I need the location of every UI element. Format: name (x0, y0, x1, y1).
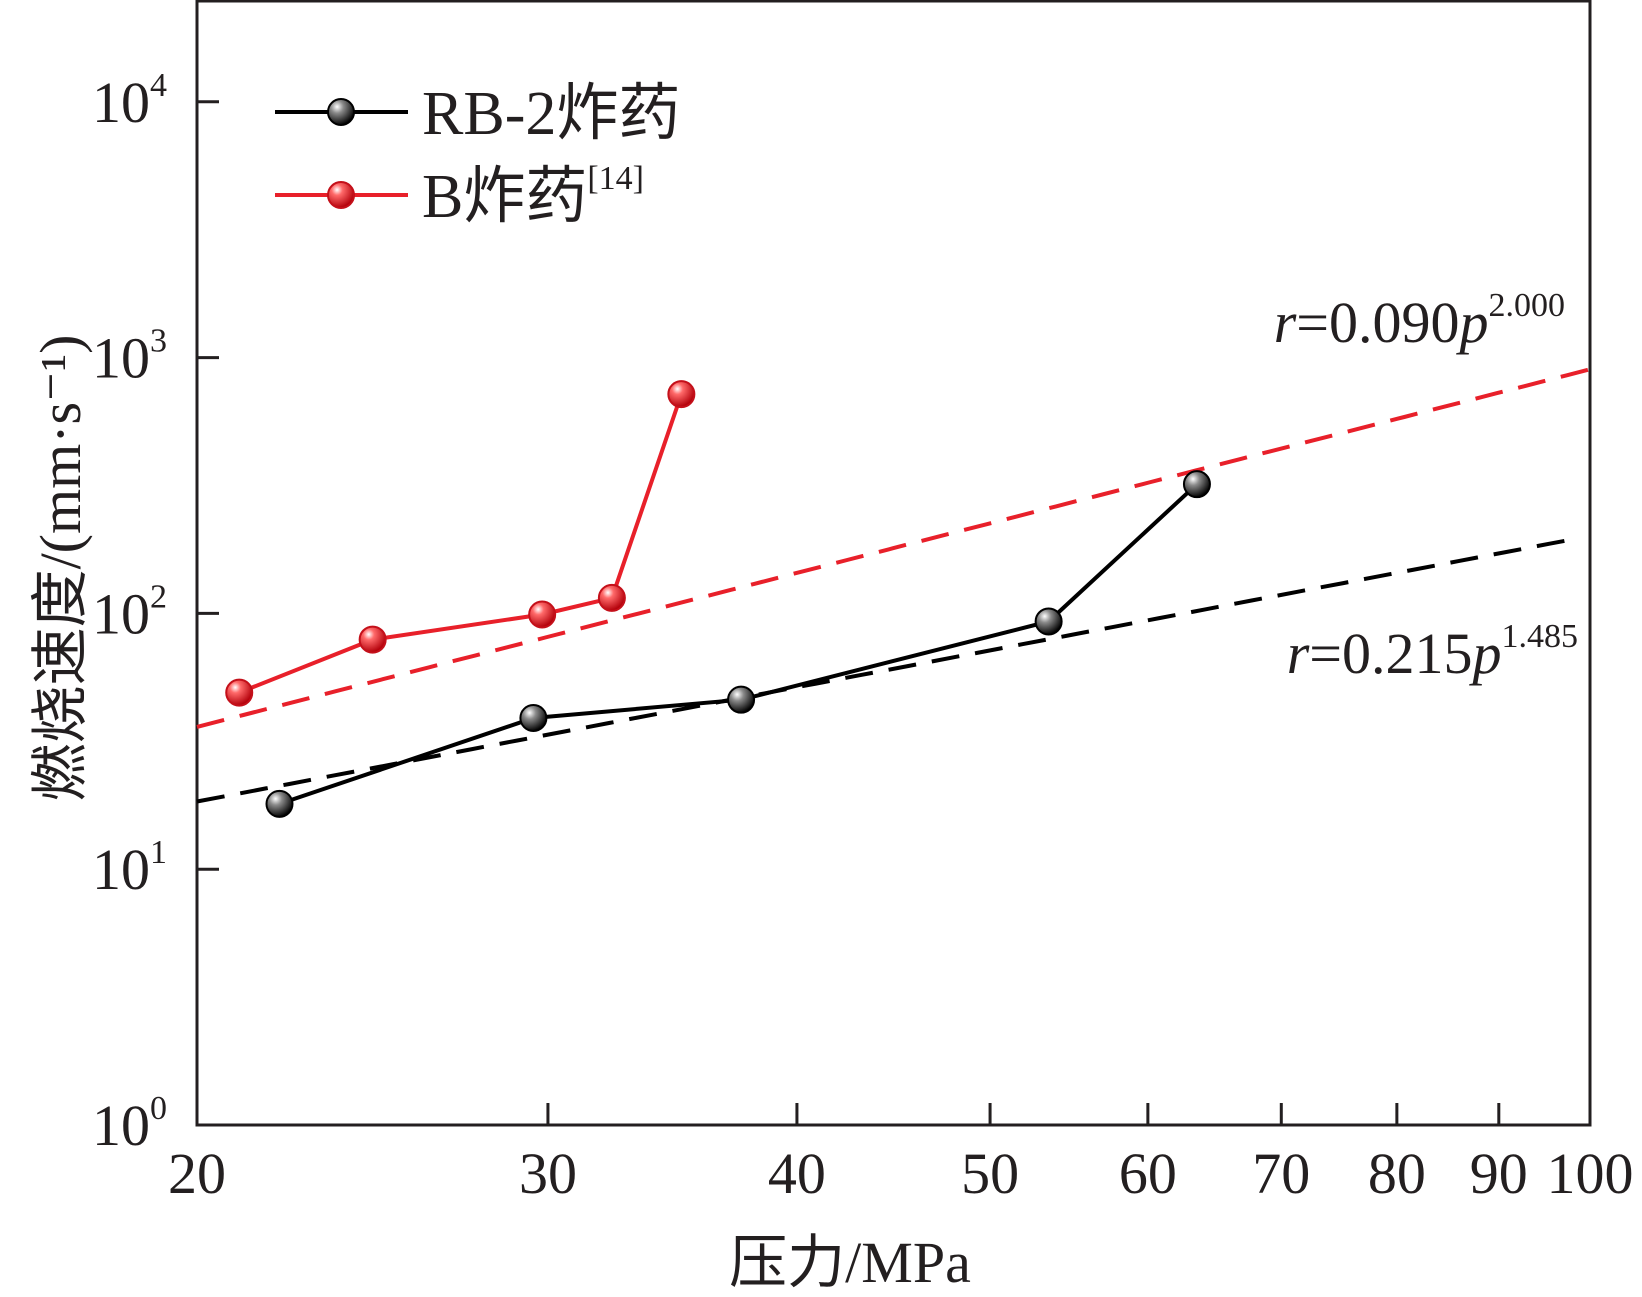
fit-equation: r=0.215p1.485 (1287, 618, 1578, 686)
y-tick-label: 102 (92, 578, 167, 646)
data-point (597, 583, 626, 612)
legend-label: B炸药[14] (422, 160, 644, 231)
fit-line (196, 367, 1591, 729)
data-point (358, 625, 387, 654)
fit-line (196, 537, 1573, 804)
plot-frame (195, 0, 1592, 1127)
x-tick-label: 70 (1252, 1141, 1310, 1206)
x-tick-label: 40 (768, 1141, 826, 1206)
x-tick-label: 90 (1470, 1141, 1528, 1206)
x-tick-label: 100 (1547, 1141, 1634, 1206)
series-lines (238, 393, 1199, 806)
y-tick-label: 100 (92, 1090, 167, 1158)
y-axis-title: 燃烧速度/(mm·s⁻¹) (28, 335, 93, 802)
x-tick-label: 50 (961, 1141, 1019, 1206)
series-line (238, 393, 684, 695)
y-tick-label: 101 (92, 834, 167, 902)
x-axis-ticks: 20 30 40 50 60 70 80 90 100 (168, 1103, 1634, 1206)
legend-marker (327, 98, 355, 126)
legend: RB-2炸药 B炸药[14] (275, 80, 680, 231)
data-point (1034, 607, 1063, 636)
x-axis-title: 压力/MPa (729, 1230, 971, 1295)
data-point (225, 678, 254, 707)
data-point (1182, 470, 1211, 499)
legend-marker (327, 181, 355, 209)
data-point (519, 704, 548, 733)
x-tick-label: 60 (1119, 1141, 1177, 1206)
data-point (727, 685, 756, 714)
plot-border (195, 0, 1592, 1127)
fit-lines (196, 367, 1591, 804)
series-line (278, 482, 1199, 806)
x-tick-label: 30 (519, 1141, 577, 1206)
y-tick-label: 103 (92, 323, 167, 391)
x-tick-label: 20 (168, 1141, 226, 1206)
data-point (667, 380, 696, 409)
y-axis-ticks: 100 101 102 103 104 (92, 67, 219, 1158)
x-tick-label: 80 (1368, 1141, 1426, 1206)
legend-label: RB-2炸药 (422, 80, 680, 148)
fit-equation-labels: r=0.090p2.000 r=0.215p1.485 (1274, 287, 1578, 686)
fit-equation: r=0.090p2.000 (1274, 287, 1565, 355)
y-tick-label: 104 (92, 67, 167, 135)
data-point (265, 789, 294, 818)
series-points (225, 380, 1211, 818)
data-point (528, 600, 557, 629)
